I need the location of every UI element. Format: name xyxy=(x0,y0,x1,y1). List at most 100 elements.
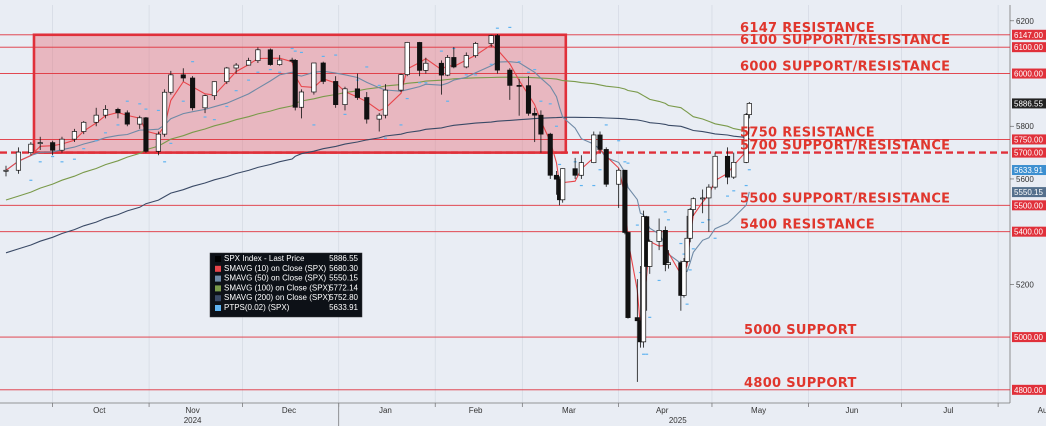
candle-body xyxy=(155,133,161,152)
candle-body xyxy=(700,197,706,200)
candle-body xyxy=(665,262,671,265)
level-label: 5000 SUPPORT xyxy=(744,323,857,338)
candle-body xyxy=(712,155,718,188)
level-badge-text: 5750.00 xyxy=(1014,135,1043,144)
candle-body xyxy=(224,67,230,83)
series-badge-text: 5886.55 xyxy=(1014,99,1043,108)
legend-entry-name: PTPS(0.02) (SPX) xyxy=(224,303,290,312)
x-tick-label: Nov xyxy=(185,406,199,415)
candle-body xyxy=(423,62,429,71)
candle-body xyxy=(404,42,410,75)
candle-body xyxy=(532,112,538,116)
candle-body xyxy=(311,62,317,93)
x-tick-label: Feb xyxy=(469,406,483,415)
candle-body xyxy=(211,81,217,97)
candle-body xyxy=(277,59,283,65)
x-tick-label: Oct xyxy=(93,406,106,415)
candle-body xyxy=(690,198,696,210)
candle-body xyxy=(578,162,584,176)
candle-body xyxy=(656,230,662,242)
level-label: 4800 SUPPORT xyxy=(744,376,857,391)
candle-body xyxy=(376,114,382,120)
candle-body xyxy=(37,142,43,144)
level-label: 6147 RESISTANCE xyxy=(740,21,875,36)
candle-body xyxy=(246,60,252,66)
candle-body xyxy=(463,55,469,68)
legend-box xyxy=(209,252,363,318)
y-tick-label: 6200 xyxy=(1016,17,1034,26)
level-label: 5750 RESISTANCE xyxy=(740,125,875,140)
sma10-line xyxy=(5,44,750,327)
candle-body xyxy=(525,85,532,114)
candle-body xyxy=(143,117,149,152)
level-badge xyxy=(1012,147,1046,158)
candle-body xyxy=(684,237,690,262)
level-badge-text: 4800.00 xyxy=(1014,386,1043,395)
level-badge xyxy=(1012,68,1046,79)
candle-body xyxy=(622,169,628,233)
x-tick-label: Jan xyxy=(379,406,392,415)
candle-body xyxy=(233,64,239,69)
candle-body xyxy=(616,169,622,185)
level-badge-text: 5700.00 xyxy=(1014,149,1043,158)
level-badge-text: 5000.00 xyxy=(1014,333,1043,342)
legend-swatch xyxy=(215,265,221,272)
candle-body xyxy=(124,112,130,125)
level-badge-text: 6147.00 xyxy=(1014,31,1043,40)
candle-body xyxy=(354,88,360,98)
x-tick-label: May xyxy=(751,406,766,415)
level-badge xyxy=(1012,200,1046,211)
candle-body xyxy=(333,81,339,105)
candle-body xyxy=(267,49,273,65)
candle-body xyxy=(473,43,479,56)
candle-body xyxy=(662,230,668,265)
candle-body xyxy=(50,142,56,151)
candle-body xyxy=(591,134,597,163)
candle-body xyxy=(488,35,494,44)
legend-swatch xyxy=(215,256,221,262)
candle-body xyxy=(494,35,500,71)
candle-body xyxy=(320,62,326,82)
candle-body xyxy=(190,77,196,109)
level-badge xyxy=(1012,226,1046,237)
level-label: 5400 RESISTANCE xyxy=(740,218,875,233)
candle-body xyxy=(59,138,65,151)
series-badge xyxy=(1012,98,1046,109)
candle-body xyxy=(681,261,687,296)
legend-entry-value: 5633.91 xyxy=(329,303,358,312)
legend-entry-name: SMAVG (10) on Close (SPX) xyxy=(224,264,326,273)
candle-body xyxy=(255,49,261,61)
candle-body xyxy=(634,317,640,322)
series-badge-text: 5550.15 xyxy=(1014,188,1043,197)
level-label: 6100 SUPPORT/RESISTANCE xyxy=(740,33,950,48)
candle-body xyxy=(364,97,370,120)
candle-body xyxy=(382,89,388,116)
candle-body xyxy=(438,62,444,76)
candle-body xyxy=(15,151,21,171)
candle-body xyxy=(71,131,77,140)
candle-body xyxy=(507,69,513,86)
candle-body xyxy=(572,168,578,176)
x-tick-label: Jun xyxy=(845,406,858,415)
candle-body xyxy=(292,60,298,108)
candle-body xyxy=(731,162,737,178)
legend-entry-value: 5752.80 xyxy=(329,293,358,302)
level-label: 6000 SUPPORT/RESISTANCE xyxy=(740,60,950,75)
candle-body xyxy=(180,74,186,79)
legend-swatch xyxy=(215,305,221,311)
level-badge xyxy=(1012,29,1046,40)
level-badge xyxy=(1012,332,1046,343)
series-badge-text: 5633.91 xyxy=(1014,166,1043,175)
candle-body xyxy=(417,42,423,71)
legend-entry-name: SPX Index - Last Price xyxy=(224,254,305,263)
candle-body xyxy=(597,134,603,150)
level-badge xyxy=(1012,42,1046,53)
legend-swatch xyxy=(215,295,221,302)
candle-body xyxy=(298,91,305,108)
legend-entry-name: SMAVG (100) on Close (SPX) xyxy=(224,283,331,292)
candle-body xyxy=(547,133,553,176)
candle-body xyxy=(137,117,143,125)
candle-body xyxy=(687,209,693,239)
